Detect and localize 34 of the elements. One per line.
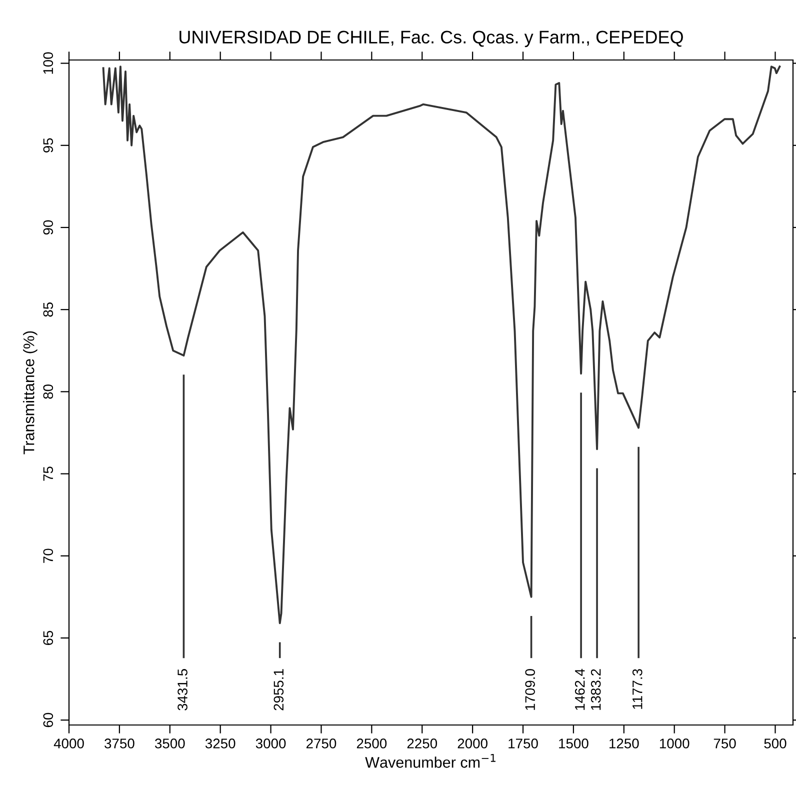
- x-tick-label: 1750: [508, 738, 538, 748]
- y-tick-label: 85: [43, 302, 54, 317]
- y-tick-label: 100: [43, 52, 54, 74]
- chart-title: UNIVERSIDAD DE CHILE, Fac. Cs. Qcas. y Farm., CEPEDEQ: [180, 30, 683, 48]
- x-tick-label: 3000: [256, 738, 286, 748]
- y-tick-label: 80: [43, 384, 54, 399]
- y-tick-label: 90: [43, 220, 54, 235]
- x-tick-label: 750: [714, 738, 736, 748]
- y-axis-title: Transmittance (%): [23, 331, 38, 454]
- ref-line-label: 1462.4: [574, 668, 585, 710]
- x-tick-label: 2250: [407, 738, 438, 748]
- x-tick-label: 2500: [356, 738, 387, 748]
- x-axis-title: Wavenumber cm$^{−1}$: [365, 754, 496, 768]
- ref-line-label: 3431.5: [178, 669, 188, 710]
- x-tick-label: 2750: [306, 738, 336, 748]
- x-tick-label: 4000: [54, 738, 84, 748]
- x-tick-label: 1000: [660, 738, 690, 748]
- y-tick-label: 60: [43, 712, 54, 728]
- y-tick-label: 65: [43, 630, 54, 645]
- ref-line-label: 1383.2: [590, 669, 601, 710]
- ref-line-label: 1709.0: [525, 669, 536, 710]
- x-tick-label: 2000: [458, 738, 488, 748]
- x-tick-label: 3500: [154, 738, 185, 748]
- y-tick-label: 95: [43, 138, 54, 152]
- y-tick-label: 70: [43, 548, 54, 563]
- x-tick-label: 1250: [610, 738, 639, 748]
- y-tick-label: 75: [43, 466, 54, 481]
- ref-line-label: 1177.3: [632, 669, 642, 709]
- x-tick-label: 3750: [104, 738, 134, 748]
- line-series: [102, 66, 781, 624]
- x-tick-label: 3250: [205, 738, 236, 748]
- x-tick-label: 500: [764, 738, 786, 748]
- ref-line-label: 2955.1: [274, 669, 284, 710]
- x-tick-label: 1500: [559, 738, 588, 748]
